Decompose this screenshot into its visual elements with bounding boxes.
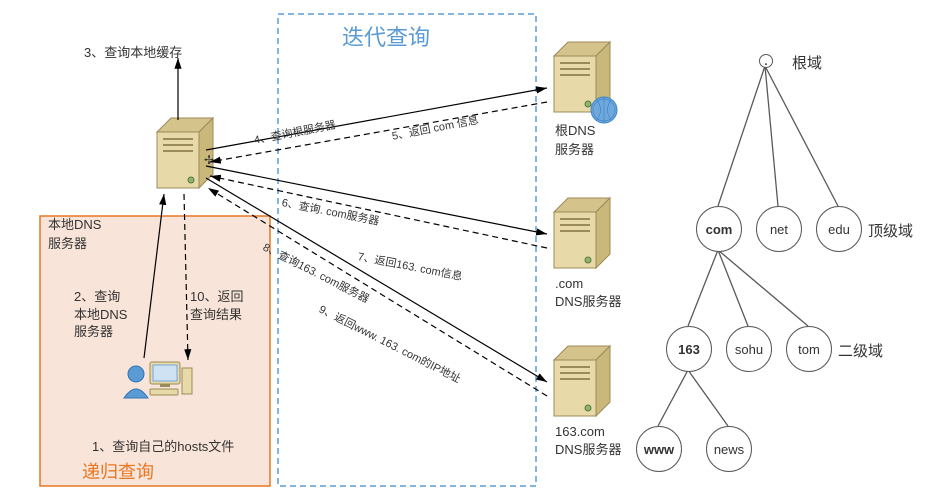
tree-node-www: www — [636, 426, 682, 472]
tree-node-tom: tom — [786, 326, 832, 372]
tree-node-news: news — [706, 426, 752, 472]
server-label-163: 163.comDNS服务器 — [555, 424, 621, 458]
tree-node-root: . — [759, 54, 773, 68]
tree-tld-label: 顶级域 — [868, 220, 913, 241]
step1: 1、查询自己的hosts文件 — [92, 436, 234, 455]
step10: 10、返回查询结果 — [190, 288, 243, 323]
server-label-local: 本地DNS服务器 — [48, 214, 101, 252]
svg-text:✢: ✢ — [204, 153, 214, 167]
tree-node-edu: edu — [816, 206, 862, 252]
server-label-com: .comDNS服务器 — [555, 276, 621, 310]
step2: 2、查询本地DNS服务器 — [74, 288, 127, 341]
step3: 3、查询本地缓存 — [84, 42, 182, 61]
tree-node-net: net — [756, 206, 802, 252]
tree-sld-label: 二级域 — [838, 340, 883, 361]
server-label-root: 根DNS服务器 — [555, 120, 595, 158]
tree-node-com: com — [696, 206, 742, 252]
iterative-title: 迭代查询 — [342, 20, 430, 52]
tree-node-sohu: sohu — [726, 326, 772, 372]
tree-node-163: 163 — [666, 326, 712, 372]
tree-root-label: 根域 — [792, 52, 822, 73]
recursive-title: 递归查询 — [82, 458, 154, 484]
